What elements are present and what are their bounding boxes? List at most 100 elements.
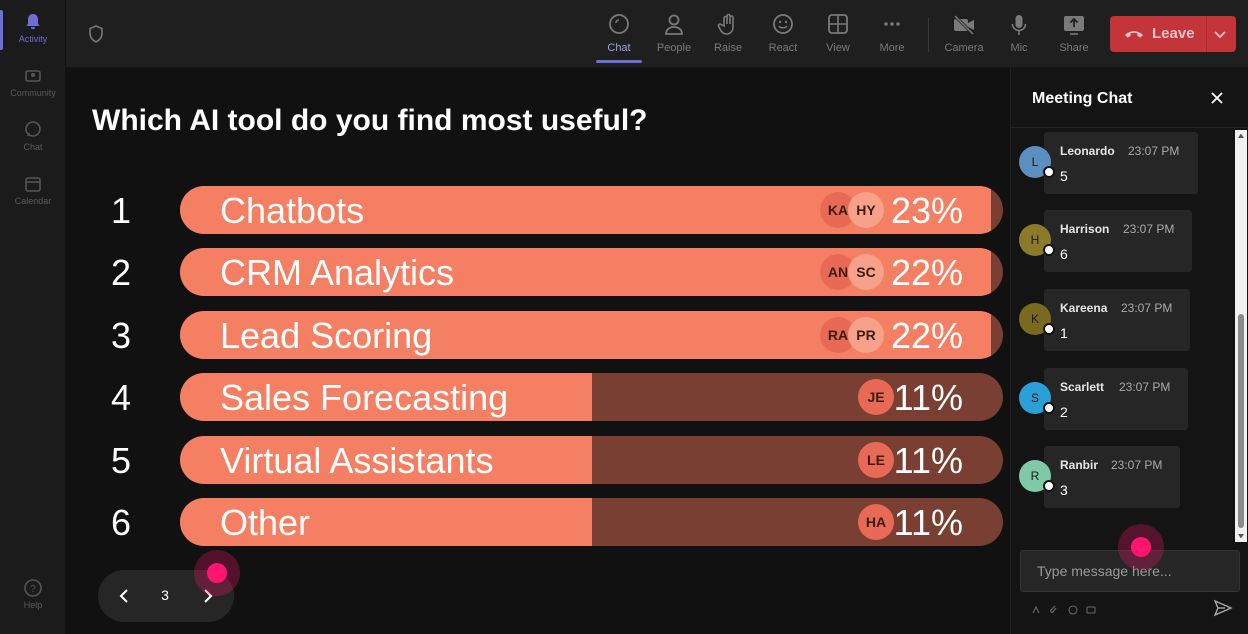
attach-icon[interactable] bbox=[1049, 602, 1059, 613]
toolbar-camera-label: Camera bbox=[944, 42, 984, 54]
rail-item-help[interactable]: ? Help bbox=[0, 578, 66, 610]
toolbar-divider bbox=[928, 18, 929, 52]
toolbar-mic-label: Mic bbox=[1010, 42, 1028, 54]
message-time: 23:07 PM bbox=[1128, 144, 1180, 158]
poll-option-bar: Virtual Assistants LE 11% bbox=[180, 436, 1003, 484]
voter-avatar: HA bbox=[858, 504, 894, 540]
voter-avatar: JE bbox=[858, 379, 894, 415]
poll-option-rank: 5 bbox=[110, 440, 132, 481]
voter-avatar: LE bbox=[858, 442, 894, 478]
message-time: 23:07 PM bbox=[1119, 380, 1171, 394]
poll-option-row[interactable]: 4 Sales Forecasting JE 11% bbox=[66, 373, 1010, 421]
message-time: 23:07 PM bbox=[1111, 458, 1163, 472]
rail-item-community[interactable]: Community bbox=[0, 66, 66, 98]
poll-option-rank: 6 bbox=[110, 502, 132, 543]
left-rail: Activity Community Chat Calendar ? Help bbox=[0, 0, 66, 634]
shield-icon[interactable] bbox=[86, 24, 106, 44]
leave-label: Leave bbox=[1152, 25, 1195, 42]
toolbar-more-button[interactable]: More bbox=[865, 10, 919, 60]
message-text: 6 bbox=[1060, 246, 1068, 262]
share-icon bbox=[1064, 16, 1084, 35]
chat-message: L Leonardo 23:07 PM 5 bbox=[1019, 132, 1209, 196]
toolbar-camera-button[interactable]: Camera bbox=[937, 10, 991, 60]
send-icon[interactable] bbox=[1213, 598, 1233, 618]
message-text: 3 bbox=[1060, 482, 1068, 498]
scrollbar-thumb[interactable] bbox=[1238, 314, 1244, 528]
toolbar-mic-button[interactable]: Mic bbox=[992, 10, 1046, 60]
camera-off-icon bbox=[953, 14, 975, 36]
community-icon bbox=[25, 70, 41, 82]
poll-option-label: Sales Forecasting bbox=[220, 377, 509, 418]
meeting-chat-panel: Meeting Chat L Leonardo 23:07 PM 5 H Har… bbox=[1010, 68, 1248, 634]
presence-dot bbox=[1043, 480, 1055, 492]
hand-icon bbox=[717, 13, 734, 35]
toolbar-share-label: Share bbox=[1059, 42, 1089, 54]
poll-option-bar: Lead Scoring RA PR 22% bbox=[180, 311, 1003, 359]
presence-dot bbox=[1043, 402, 1055, 414]
message-composer bbox=[1020, 550, 1240, 592]
close-icon[interactable] bbox=[1209, 90, 1225, 106]
chat-icon bbox=[25, 121, 41, 137]
poll-option-fill bbox=[180, 373, 592, 421]
chat-bubble bbox=[1044, 368, 1188, 430]
poll-option-row[interactable]: 3 Lead Scoring RA PR 22% bbox=[66, 311, 1010, 359]
page-number: 3 bbox=[161, 587, 169, 603]
rail-item-chat[interactable]: Chat bbox=[0, 120, 66, 152]
emoji-icon[interactable] bbox=[1068, 602, 1078, 615]
sender-name: Ranbir bbox=[1060, 458, 1099, 472]
chat-bubble bbox=[1044, 289, 1190, 351]
toolbar-more-label: More bbox=[879, 42, 905, 54]
toolbar-react-button[interactable]: React bbox=[756, 10, 810, 60]
voter-avatar: PR bbox=[848, 317, 884, 353]
poll-option-label: Virtual Assistants bbox=[220, 440, 494, 481]
poll-option-row[interactable]: 6 Other HA 11% bbox=[66, 498, 1010, 546]
toolbar-people-button[interactable]: People bbox=[647, 10, 701, 60]
leave-button[interactable]: Leave bbox=[1110, 16, 1236, 52]
chevron-left-icon[interactable] bbox=[114, 586, 134, 606]
chat-message: K Kareena 23:07 PM 1 bbox=[1019, 289, 1209, 353]
poll-option-row[interactable]: 2 CRM Analytics AN SC 22% bbox=[66, 248, 1010, 296]
poll-option-bar: CRM Analytics AN SC 22% bbox=[180, 248, 1003, 296]
chat-message: H Harrison 23:07 PM 6 bbox=[1019, 210, 1209, 274]
chat-message-list[interactable]: L Leonardo 23:07 PM 5 H Harrison 23:07 P… bbox=[1011, 128, 1248, 542]
sender-name: Scarlett bbox=[1060, 380, 1105, 394]
poll-option-row[interactable]: 5 Virtual Assistants LE 11% bbox=[66, 436, 1010, 484]
chevron-right-icon[interactable] bbox=[198, 586, 218, 606]
message-text: 1 bbox=[1060, 325, 1068, 341]
message-input[interactable] bbox=[1021, 551, 1239, 591]
gif-icon[interactable] bbox=[1086, 602, 1096, 614]
toolbar-view-label: View bbox=[826, 42, 850, 54]
toolbar-view-button[interactable]: View bbox=[811, 10, 865, 60]
message-text: 5 bbox=[1060, 168, 1068, 184]
scroll-down-arrow-icon[interactable] bbox=[1237, 532, 1245, 540]
rail-item-activity[interactable]: Activity bbox=[0, 10, 66, 50]
poll-option-percent: 11% bbox=[893, 440, 963, 481]
toolbar-chat-button[interactable]: Chat bbox=[592, 10, 646, 63]
chevron-down-icon[interactable] bbox=[1212, 26, 1228, 42]
poll-option-label: Chatbots bbox=[220, 190, 365, 231]
poll-option-bar: Sales Forecasting JE 11% bbox=[180, 373, 1003, 421]
poll-option-percent: 22% bbox=[890, 252, 963, 293]
format-icon[interactable] bbox=[1031, 602, 1041, 614]
mic-icon bbox=[1011, 15, 1027, 35]
toolbar-raise-button[interactable]: Raise bbox=[701, 10, 755, 60]
avatar: S bbox=[1019, 382, 1051, 414]
poll-option-bar: Other HA 11% bbox=[180, 498, 1003, 546]
presence-dot bbox=[1043, 244, 1055, 256]
poll-option-percent: 23% bbox=[890, 190, 963, 231]
poll-option-rank: 1 bbox=[110, 190, 132, 231]
poll-option-row[interactable]: 1 Chatbots KA HY 23% bbox=[66, 186, 1010, 234]
poll-option-fill bbox=[180, 498, 592, 546]
rail-item-label: Help bbox=[23, 600, 43, 610]
chat-scrollbar[interactable] bbox=[1235, 130, 1247, 542]
rail-item-calendar[interactable]: Calendar bbox=[0, 174, 66, 206]
grid-icon bbox=[828, 14, 848, 34]
poll-option-percent: 11% bbox=[893, 377, 963, 418]
toolbar-raise-label: Raise bbox=[713, 42, 743, 54]
toolbar-share-button[interactable]: Share bbox=[1047, 10, 1101, 60]
people-icon bbox=[665, 14, 683, 35]
rail-item-label: Chat bbox=[23, 142, 43, 152]
meeting-toolbar: Chat People Raise React View More Camera… bbox=[66, 0, 1248, 68]
scroll-up-arrow-icon[interactable] bbox=[1237, 132, 1245, 140]
chat-bubble bbox=[1044, 132, 1198, 194]
